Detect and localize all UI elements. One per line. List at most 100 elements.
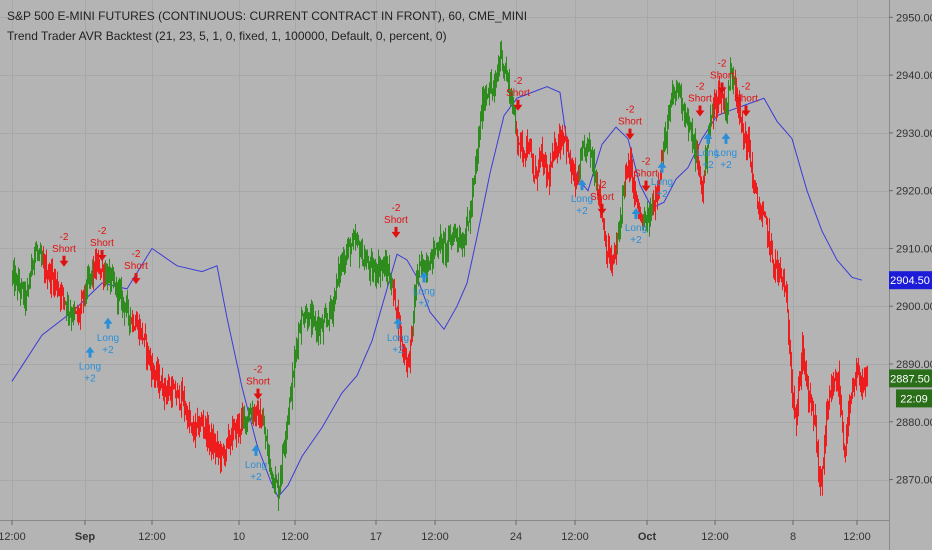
short-signal-arrow bbox=[391, 226, 401, 238]
last-price-label: 2887.50 bbox=[890, 373, 930, 385]
long-signal-arrow bbox=[419, 271, 429, 283]
long-signal-label: Long bbox=[571, 194, 593, 205]
long-signal-label: Long bbox=[97, 333, 119, 344]
short-signal-amount: -2 bbox=[696, 82, 705, 93]
long-signal-arrow bbox=[85, 346, 95, 358]
time-tick-label: Sep bbox=[75, 531, 95, 543]
time-tick-label: Oct bbox=[638, 531, 657, 543]
short-signal-amount: -2 bbox=[742, 82, 751, 93]
trend-value-label: 2904.50 bbox=[890, 275, 930, 287]
short-signal-amount: -2 bbox=[598, 180, 607, 191]
grid-lines bbox=[0, 0, 889, 520]
study-legend[interactable]: Trend Trader AVR Backtest (21, 23, 5, 1,… bbox=[7, 29, 447, 43]
price-tick-label: 2920.00 bbox=[896, 186, 932, 198]
price-tick-label: 2890.00 bbox=[896, 359, 932, 371]
short-signal-label: Short bbox=[618, 117, 642, 128]
long-signal-label: Long bbox=[697, 148, 719, 159]
short-signal-label: Short bbox=[634, 169, 658, 180]
long-signal-arrow bbox=[103, 317, 113, 329]
short-signal-arrow bbox=[97, 250, 107, 261]
short-signal-arrow bbox=[59, 255, 69, 267]
short-signal-amount: -2 bbox=[392, 203, 401, 214]
short-signal-amount: -2 bbox=[642, 157, 651, 168]
price-axis[interactable]: 2870.00 2880.00 2890.00 2900.00 2910.00 2920.… bbox=[889, 12, 932, 487]
price-tick-label: 2940.00 bbox=[896, 70, 932, 82]
short-signal-label: Short bbox=[506, 88, 530, 99]
time-axis[interactable]: 12:00 Sep 12:00 10 12:00 17 12:00 24 12:00 Oct 12:… bbox=[0, 520, 871, 543]
short-signal-label: Short bbox=[734, 94, 758, 105]
long-signal-arrow bbox=[703, 132, 713, 144]
long-signal-label: Long bbox=[413, 287, 435, 298]
long-signal-arrow bbox=[721, 132, 731, 144]
long-signal-amount: +2 bbox=[630, 235, 642, 246]
long-signal-arrow bbox=[631, 208, 641, 219]
trend-value-label-bg bbox=[889, 271, 932, 290]
price-tick-label: 2900.00 bbox=[896, 301, 932, 313]
short-signal-arrow bbox=[597, 203, 607, 215]
price-tick-label: 2880.00 bbox=[896, 417, 932, 429]
long-signal-amount: +2 bbox=[84, 374, 96, 385]
time-tick-label: 24 bbox=[510, 531, 522, 543]
short-signal-label: Short bbox=[590, 192, 614, 203]
short-signal-arrow bbox=[253, 388, 263, 400]
long-signal-label: Long bbox=[625, 223, 647, 234]
short-signal-arrow bbox=[641, 180, 651, 192]
long-signal-label: Long bbox=[245, 460, 267, 471]
long-signal-amount: +2 bbox=[576, 206, 588, 217]
price-labels: 2904.50 2887.50 22:09 bbox=[889, 271, 932, 408]
long-signal-label: Long bbox=[651, 177, 673, 188]
short-signal-amount: -2 bbox=[254, 365, 263, 376]
short-signal-amount: -2 bbox=[514, 76, 523, 87]
long-signal-arrow bbox=[577, 179, 587, 191]
time-tick-label: 10 bbox=[233, 531, 245, 543]
long-signal-amount: +2 bbox=[702, 160, 714, 171]
short-signal-amount: -2 bbox=[718, 58, 727, 69]
long-signal-arrow bbox=[393, 317, 403, 329]
time-tick-label: 12:00 bbox=[138, 531, 166, 543]
short-signal-label: Short bbox=[52, 244, 76, 255]
short-signal-amount: -2 bbox=[132, 249, 141, 260]
long-signal-label: Long bbox=[715, 148, 737, 159]
symbol-title: S&P 500 E-MINI FUTURES (CONTINUOUS: CURR… bbox=[7, 9, 527, 23]
short-signal-label: Short bbox=[246, 377, 270, 388]
last-price-label-bg bbox=[889, 369, 932, 388]
long-signal-amount: +2 bbox=[392, 345, 404, 356]
short-signal-arrow bbox=[741, 105, 751, 117]
long-signal-amount: +2 bbox=[720, 160, 732, 171]
time-tick-label: 12:00 bbox=[701, 531, 729, 543]
time-tick-label: 12:00 bbox=[421, 531, 449, 543]
short-signal-arrow bbox=[717, 82, 727, 94]
long-signal-arrow bbox=[251, 444, 261, 456]
short-signal-label: Short bbox=[384, 215, 408, 226]
short-signal-arrow bbox=[625, 128, 635, 140]
price-tick-label: 2870.00 bbox=[896, 475, 932, 487]
short-signal-amount: -2 bbox=[98, 226, 107, 237]
countdown-label-bg bbox=[896, 389, 932, 408]
long-signal-label: Long bbox=[387, 333, 409, 344]
time-tick-label: 12:00 bbox=[843, 531, 871, 543]
long-signal-amount: +2 bbox=[250, 472, 262, 483]
countdown-label: 22:09 bbox=[900, 393, 928, 405]
short-signal-amount: -2 bbox=[60, 232, 69, 243]
time-tick-label: 12:00 bbox=[281, 531, 309, 543]
time-tick-label: 8 bbox=[790, 531, 796, 543]
short-signal-arrow bbox=[695, 105, 705, 117]
short-signal-arrow bbox=[131, 273, 141, 285]
short-signal-label: Short bbox=[688, 94, 712, 105]
short-signal-label: Short bbox=[124, 261, 148, 272]
long-signal-amount: +2 bbox=[656, 189, 668, 200]
price-tick-label: 2910.00 bbox=[896, 243, 932, 255]
price-tick-label: 2950.00 bbox=[896, 12, 932, 24]
long-signal-arrow bbox=[657, 161, 667, 173]
trade-signals: -2Short-2Short-2Short-2Short-2Short-2Sho… bbox=[52, 58, 758, 482]
time-tick-label: 17 bbox=[370, 531, 382, 543]
time-tick-label: 12:00 bbox=[561, 531, 589, 543]
long-signal-label: Long bbox=[79, 362, 101, 373]
long-signal-amount: +2 bbox=[102, 345, 114, 356]
short-signal-amount: -2 bbox=[626, 105, 635, 116]
price-tick-label: 2930.00 bbox=[896, 128, 932, 140]
long-signal-amount: +2 bbox=[418, 299, 430, 310]
